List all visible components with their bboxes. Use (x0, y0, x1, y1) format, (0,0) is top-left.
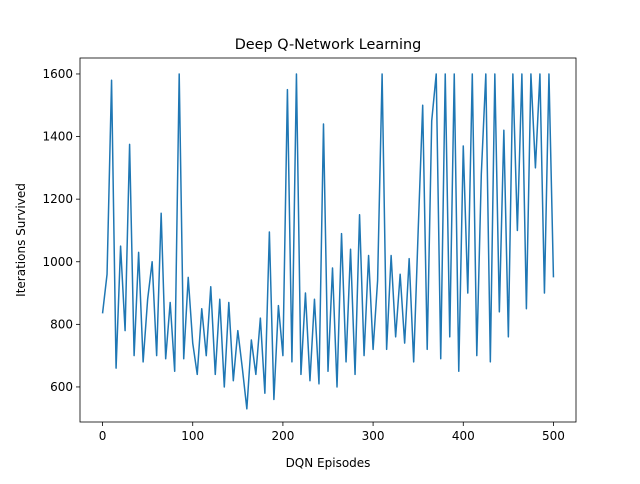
x-tick-label: 0 (99, 429, 107, 443)
x-tick-label: 400 (452, 429, 475, 443)
x-axis-label: DQN Episodes (286, 456, 371, 470)
x-tick-label: 200 (271, 429, 294, 443)
x-tick-label: 500 (542, 429, 565, 443)
y-tick-label: 600 (50, 380, 73, 394)
y-tick-label: 1200 (42, 192, 73, 206)
plot-frame (79, 57, 577, 423)
y-tick-label: 1400 (42, 130, 73, 144)
line-series (101, 73, 555, 410)
y-tick-label: 800 (50, 317, 73, 331)
y-tick-label: 1600 (42, 67, 73, 81)
y-axis-label: Iterations Survived (14, 183, 28, 297)
chart-title: Deep Q-Network Learning (235, 37, 422, 53)
x-tick-label: 100 (181, 429, 204, 443)
y-tick-label: 1000 (42, 255, 73, 269)
x-tick-label: 300 (362, 429, 385, 443)
